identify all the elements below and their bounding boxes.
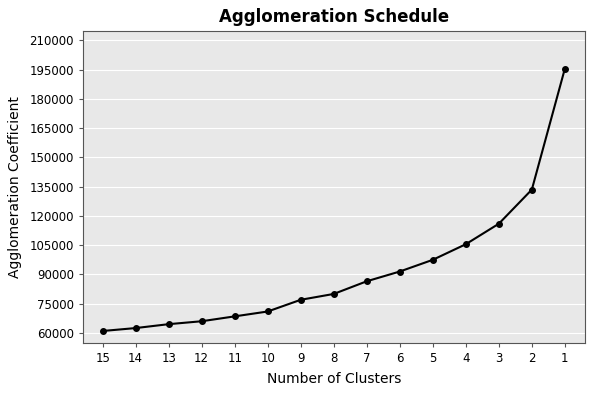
- Title: Agglomeration Schedule: Agglomeration Schedule: [219, 8, 449, 26]
- X-axis label: Number of Clusters: Number of Clusters: [266, 372, 401, 386]
- Y-axis label: Agglomeration Coefficient: Agglomeration Coefficient: [8, 96, 23, 278]
